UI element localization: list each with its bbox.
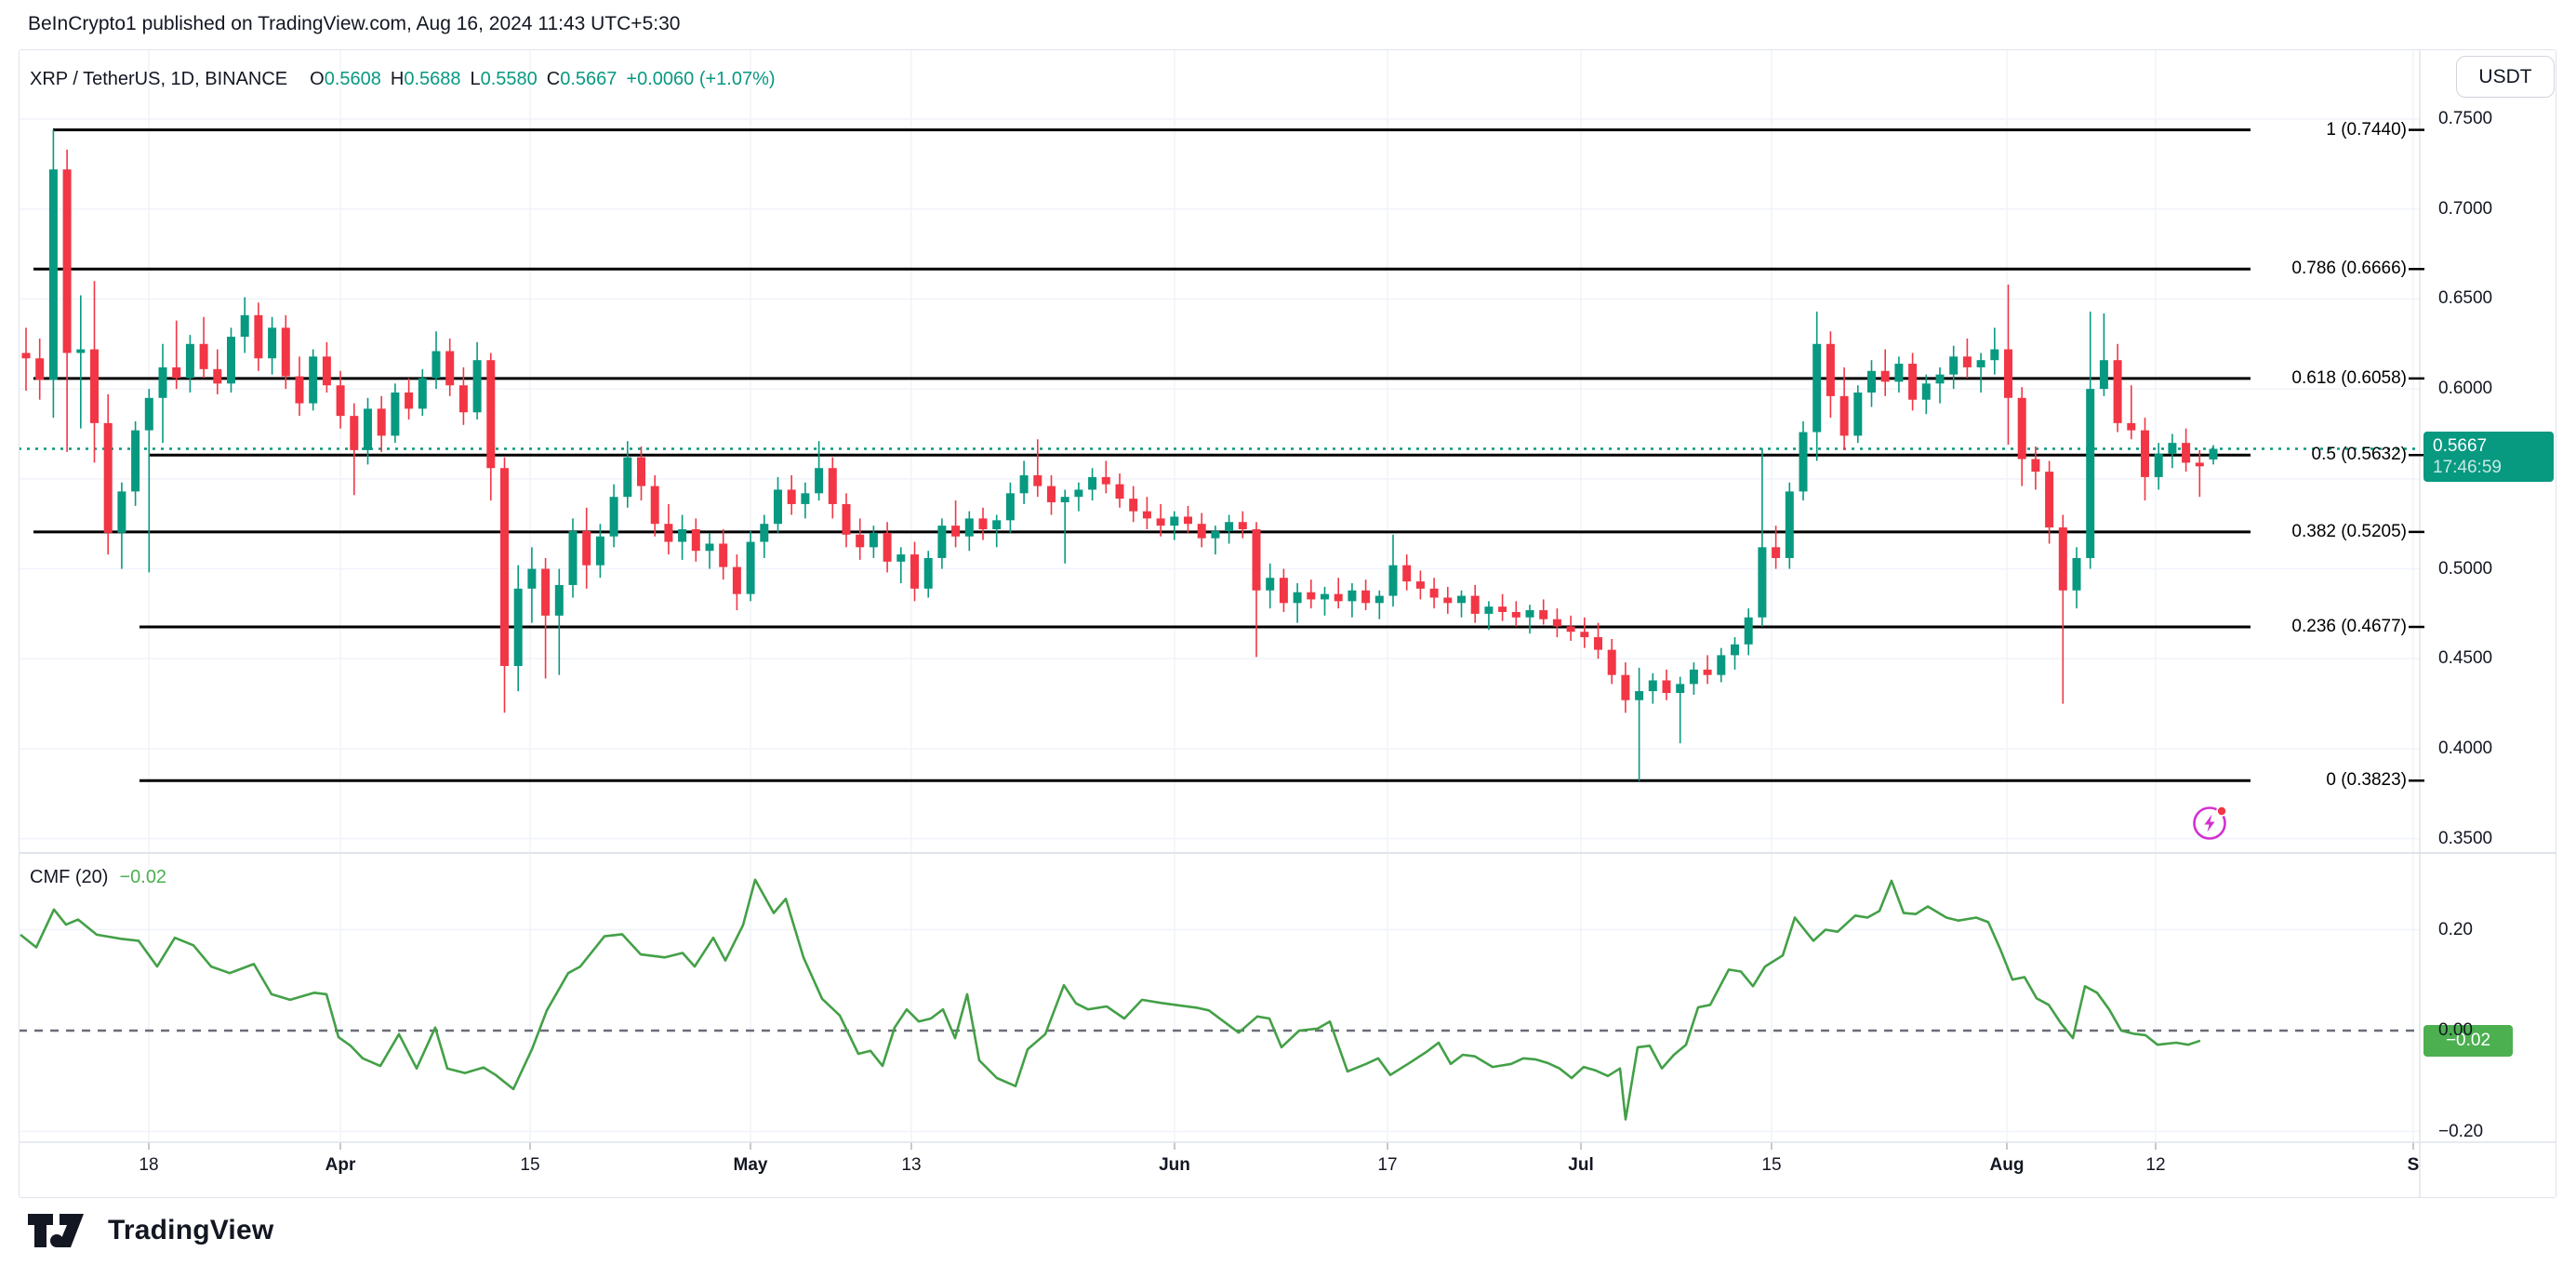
tradingview-wordmark: TradingView: [108, 1215, 274, 1245]
ohlc-label: L: [470, 69, 481, 89]
time-axis-label[interactable]: May: [733, 1155, 768, 1175]
cmf-axis-label[interactable]: 0.20: [2438, 919, 2473, 939]
time-axis-label[interactable]: 17: [1377, 1155, 1398, 1175]
symbol-legend[interactable]: XRP / TetherUS, 1D, BINANCE O0.5608 H0.568…: [30, 69, 776, 90]
candlestick-series: [21, 129, 2218, 781]
current-price: 0.5667: [2433, 436, 2488, 456]
price-axis-label[interactable]: 0.4500: [2438, 648, 2493, 669]
ohlc-label: C: [546, 69, 561, 89]
currency-toggle-button[interactable]: USDT: [2456, 56, 2555, 98]
tradingview-footer[interactable]: TradingView: [28, 1209, 273, 1252]
ohlc-number: 0.5580: [480, 69, 538, 89]
time-axis-label[interactable]: 12: [2145, 1155, 2166, 1175]
time-axis-label[interactable]: S: [2407, 1155, 2420, 1175]
ohlc-number: 0.5688: [404, 69, 461, 89]
price-axis-label[interactable]: 0.6500: [2438, 288, 2493, 309]
time-axis-label[interactable]: Jun: [1159, 1155, 1190, 1175]
time-axis-label[interactable]: Jul: [1568, 1155, 1594, 1175]
time-axis-label[interactable]: Aug: [1989, 1155, 2025, 1175]
indicator-name: CMF (20): [30, 867, 109, 887]
indicator-value-badge: −0.02: [2423, 1024, 2513, 1057]
lightning-icon: [2193, 806, 2227, 840]
time-axis-label[interactable]: 13: [901, 1155, 922, 1175]
fib-level-label: 0.5 (0.5632): [2311, 445, 2407, 465]
time-axis-label[interactable]: 15: [520, 1155, 540, 1175]
price-axis-label[interactable]: 0.6000: [2438, 379, 2493, 399]
fib-level-label: 1 (0.7440): [2326, 119, 2407, 140]
fib-level-label: 0.236 (0.4677): [2291, 617, 2407, 637]
fib-level-label: 0.786 (0.6666): [2291, 259, 2407, 279]
indicator-legend[interactable]: CMF (20) −0.02: [30, 867, 166, 888]
price-axis-label[interactable]: 0.4000: [2438, 738, 2493, 758]
time-axis-label[interactable]: Apr: [325, 1155, 356, 1175]
tradingview-logo-icon: [28, 1214, 84, 1247]
current-price-badge: 0.5667 17:46:59: [2423, 432, 2554, 482]
ohlc-values: O0.5608 H0.5688 L0.5580 C0.5667: [300, 69, 617, 89]
attribution-text: BeInCrypto1 published on TradingView.com…: [28, 13, 681, 34]
fib-level-label: 0.382 (0.5205): [2291, 521, 2407, 541]
time-axis-label[interactable]: 18: [139, 1155, 159, 1175]
change-value: +0.0060 (+1.07%): [626, 69, 776, 89]
cmf-axis-label[interactable]: 0.00: [2438, 1020, 2473, 1040]
ohlc-label: O: [310, 69, 325, 89]
time-axis-label[interactable]: 15: [1761, 1155, 1782, 1175]
price-axis-label[interactable]: 0.3500: [2438, 828, 2493, 848]
symbol-title: XRP / TetherUS, 1D, BINANCE: [30, 69, 288, 89]
instant-trading-button[interactable]: [2190, 802, 2231, 843]
cmf-axis-label[interactable]: −0.20: [2438, 1121, 2484, 1141]
indicator-value: −0.02: [119, 867, 167, 887]
cmf-line: [20, 878, 2201, 1121]
ohlc-number: 0.5667: [560, 69, 617, 89]
fib-level-label: 0 (0.3823): [2326, 770, 2407, 791]
price-axis-label[interactable]: 0.7000: [2438, 198, 2493, 219]
ohlc-label: H: [390, 69, 405, 89]
fib-level-label: 0.618 (0.6058): [2291, 367, 2407, 388]
ohlc-number: 0.5608: [324, 69, 381, 89]
bar-countdown: 17:46:59: [2433, 458, 2502, 477]
price-axis-label[interactable]: 0.5000: [2438, 558, 2493, 579]
price-axis-label[interactable]: 0.7500: [2438, 109, 2493, 128]
